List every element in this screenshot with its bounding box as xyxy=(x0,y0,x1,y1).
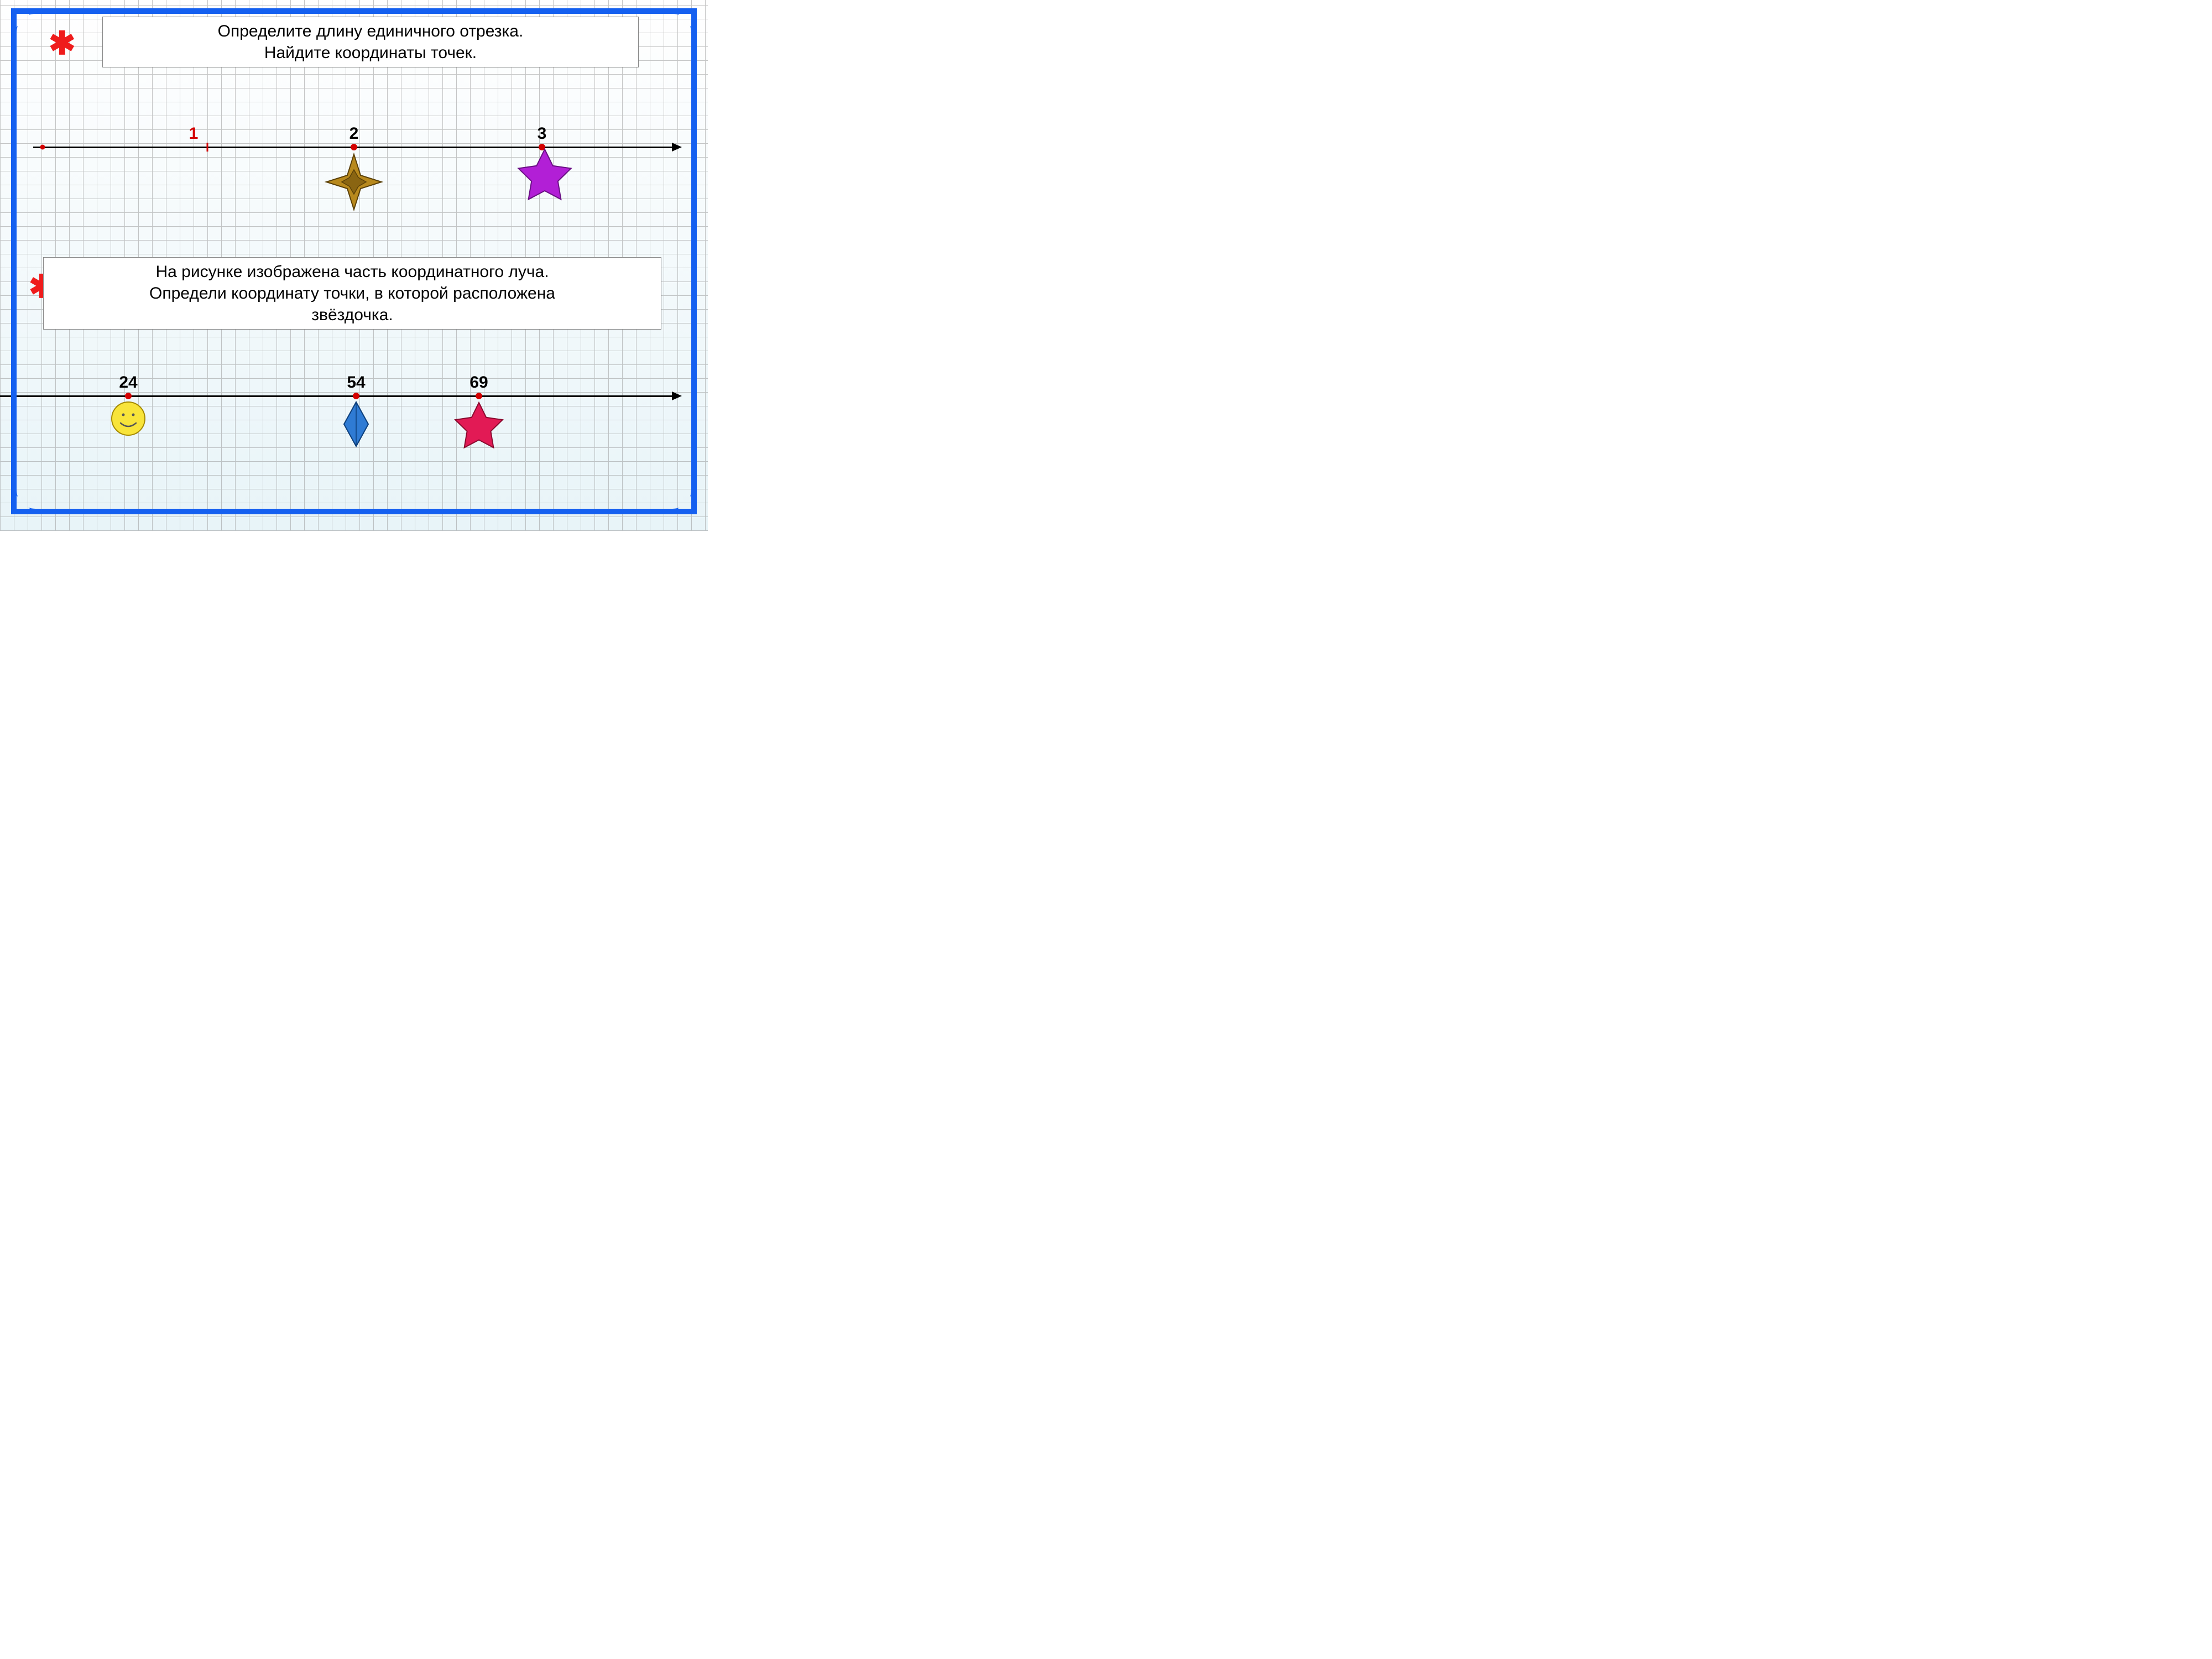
task1-text-box: Определите длину единичного отрезка.Найд… xyxy=(102,17,639,67)
dot-2 xyxy=(351,144,357,150)
tick-1 xyxy=(207,143,208,152)
asterisk-icon: ✱ xyxy=(49,28,76,60)
frame-corner xyxy=(11,486,40,514)
label-54: 54 xyxy=(347,373,365,392)
label-3: 3 xyxy=(538,124,547,143)
arrowhead-2 xyxy=(672,392,682,400)
task1-text: Определите длину единичного отрезка.Найд… xyxy=(218,22,524,62)
dot-24 xyxy=(125,393,132,399)
dot-54 xyxy=(353,393,359,399)
four-point-star-icon xyxy=(324,152,384,215)
label-69: 69 xyxy=(469,373,488,392)
diamond-icon xyxy=(340,399,373,452)
task2-text: На рисунке изображена часть координатног… xyxy=(149,263,555,324)
frame-corner xyxy=(668,8,697,37)
arrowhead-1 xyxy=(672,143,682,152)
frame-corner xyxy=(11,8,40,37)
frame-corner xyxy=(668,486,697,514)
label-1: 1 xyxy=(189,124,199,143)
label-24: 24 xyxy=(119,373,137,392)
origin-dot-1 xyxy=(40,145,45,150)
purple-star-icon xyxy=(512,144,578,213)
number-line-2 xyxy=(0,395,675,397)
task2-text-box: На рисунке изображена часть координатног… xyxy=(43,257,661,330)
red-star-icon xyxy=(448,397,509,461)
smiley-icon xyxy=(109,399,148,441)
label-2: 2 xyxy=(349,124,359,143)
